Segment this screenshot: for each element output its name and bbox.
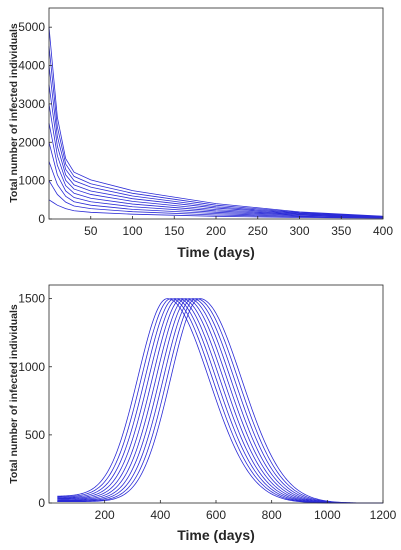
chart-top-axes-box bbox=[48, 7, 384, 220]
x-tick-label: 300 bbox=[289, 224, 309, 238]
y-tick-label: 1000 bbox=[18, 174, 45, 188]
series-line bbox=[57, 298, 383, 504]
series-line bbox=[48, 123, 384, 218]
y-tick-label: 3000 bbox=[18, 97, 45, 111]
y-tick-label: 4000 bbox=[18, 59, 45, 73]
y-tick-label: 2000 bbox=[18, 135, 45, 149]
x-tick-label: 50 bbox=[84, 224, 98, 238]
series-line bbox=[48, 161, 384, 219]
x-tick-label: 350 bbox=[331, 224, 351, 238]
chart-bottom: 200 400 600 800 1000 1200 0 500 1000 1500 Time (… bbox=[8, 284, 397, 543]
x-tick-label: 600 bbox=[206, 508, 226, 522]
x-tick-label: 800 bbox=[262, 508, 282, 522]
x-tick-label: 250 bbox=[248, 224, 268, 238]
series-line bbox=[48, 65, 384, 218]
chart-top-y-axis-label: Total number of infected individuals bbox=[8, 23, 20, 203]
y-tick-label: 1000 bbox=[18, 360, 45, 374]
x-tick-label: 200 bbox=[206, 224, 226, 238]
x-tick-label: 150 bbox=[164, 224, 184, 238]
chart-top-x-ticks: 50 100 150 200 250 300 350 400 bbox=[84, 216, 393, 238]
chart-bottom-curves bbox=[57, 298, 383, 504]
chart-top-x-axis-label: Time (days) bbox=[177, 244, 255, 260]
chart-bottom-y-ticks: 0 500 1000 1500 bbox=[18, 292, 52, 510]
x-tick-label: 400 bbox=[373, 224, 393, 238]
chart-bottom-x-axis-label: Time (days) bbox=[177, 527, 255, 543]
chart-top-curves bbox=[48, 27, 384, 219]
y-tick-label: 5000 bbox=[18, 20, 45, 34]
x-tick-label: 1000 bbox=[314, 508, 341, 522]
series-line bbox=[48, 27, 384, 217]
chart-bottom-axes-box bbox=[48, 284, 384, 504]
chart-bottom-x-ticks: 200 400 600 800 1000 1200 bbox=[95, 500, 397, 522]
y-tick-label: 0 bbox=[38, 212, 45, 226]
x-tick-label: 400 bbox=[150, 508, 170, 522]
series-line bbox=[48, 142, 384, 218]
y-tick-label: 0 bbox=[38, 496, 45, 510]
series-line bbox=[48, 103, 384, 218]
series-line bbox=[48, 180, 384, 219]
series-line bbox=[57, 298, 383, 504]
chart-top-y-ticks: 0 1000 2000 3000 4000 5000 bbox=[18, 20, 52, 226]
x-tick-label: 1200 bbox=[370, 508, 397, 522]
series-line bbox=[48, 46, 384, 217]
chart-bottom-y-axis-label: Total number of infected individuals bbox=[8, 304, 20, 484]
series-line bbox=[48, 84, 384, 218]
chart-top: 50 100 150 200 250 300 350 400 0 1000 2000 3000 400… bbox=[8, 7, 393, 260]
y-tick-label: 1500 bbox=[18, 292, 45, 306]
x-tick-label: 200 bbox=[95, 508, 115, 522]
x-tick-label: 100 bbox=[122, 224, 142, 238]
y-tick-label: 500 bbox=[25, 428, 45, 442]
